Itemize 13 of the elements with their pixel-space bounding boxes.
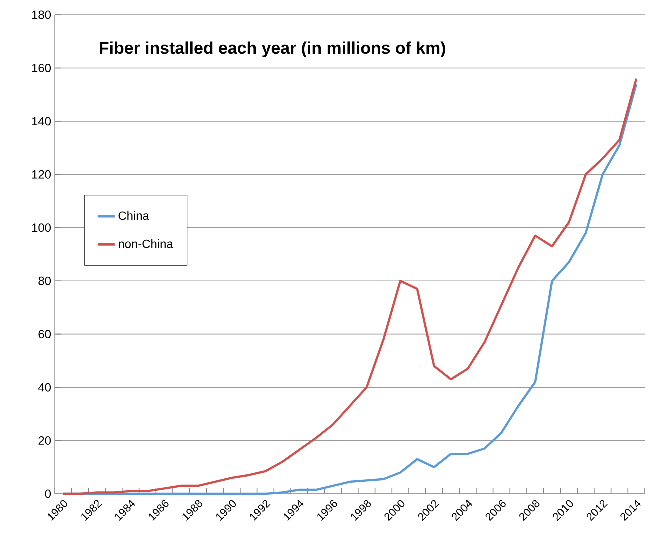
y-tick-label: 60 [38, 330, 52, 339]
legend-label: China [118, 211, 150, 220]
y-tick-label: 0 [45, 490, 52, 498]
y-tick-label: 40 [38, 383, 52, 392]
y-tick-label: 160 [32, 64, 52, 72]
y-tick-label: 80 [38, 276, 52, 286]
y-tick-label: 100 [32, 224, 52, 232]
y-tick-label: 20 [38, 436, 52, 445]
y-tick-label: 140 [32, 117, 52, 126]
y-tick-label: 120 [32, 170, 52, 179]
legend-label: non-China [118, 240, 174, 248]
y-tick-label: 180 [32, 10, 52, 20]
text: Fiber installed each year (in millions of km) [100, 42, 446, 58]
